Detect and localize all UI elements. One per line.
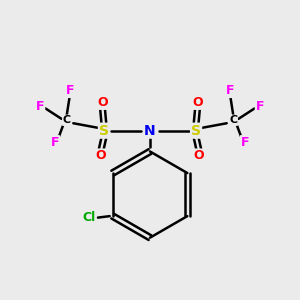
Text: O: O	[194, 149, 204, 162]
Text: O: O	[97, 96, 108, 109]
Text: F: F	[51, 136, 59, 149]
Text: O: O	[96, 149, 106, 162]
Text: S: S	[99, 124, 109, 138]
Text: F: F	[256, 100, 264, 113]
Text: F: F	[241, 136, 249, 149]
Text: O: O	[192, 96, 203, 109]
Text: F: F	[226, 84, 235, 97]
Text: F: F	[65, 84, 74, 97]
Text: F: F	[36, 100, 44, 113]
Text: S: S	[191, 124, 201, 138]
Text: N: N	[144, 124, 156, 138]
Text: C: C	[229, 115, 237, 125]
Text: C: C	[63, 115, 71, 125]
Text: Cl: Cl	[82, 211, 95, 224]
